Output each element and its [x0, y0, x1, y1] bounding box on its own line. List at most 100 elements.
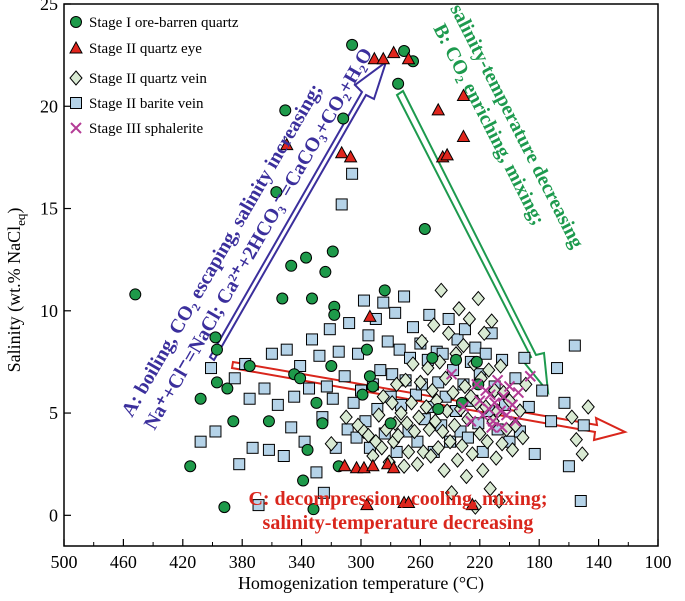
- data-point-square: [398, 290, 411, 303]
- data-point-triangle: [465, 497, 480, 511]
- data-point-circle: [184, 460, 197, 473]
- data-point-triangle: [343, 149, 358, 163]
- annotation-c-line1: C: decompression, cooling, mixing;: [248, 488, 547, 510]
- legend-marker-quartz-vein: [69, 70, 83, 86]
- y-tick-label: 10: [40, 301, 58, 321]
- data-point-x: [457, 401, 470, 413]
- x-tick-label: 500: [51, 552, 78, 572]
- data-point-circle: [398, 45, 411, 58]
- data-point-diamond: [391, 427, 405, 444]
- data-point-circle: [243, 360, 256, 373]
- data-point-square: [338, 370, 351, 383]
- data-point-square: [271, 398, 284, 411]
- data-point-square: [320, 380, 333, 393]
- data-point-circle: [279, 104, 292, 117]
- data-point-square: [332, 345, 345, 358]
- data-point-x: [497, 390, 510, 403]
- data-point-square: [381, 335, 394, 348]
- data-point-diamond: [339, 409, 353, 425]
- data-point-diamond: [422, 421, 436, 438]
- data-point-diamond: [444, 485, 459, 501]
- data-point-circle: [418, 222, 431, 235]
- data-point-square: [461, 431, 474, 444]
- data-point-diamond: [508, 417, 523, 434]
- y-tick-label: 5: [49, 403, 58, 423]
- legend-item-quartz-vein: Stage II quartz vein: [89, 71, 207, 87]
- data-point-diamond: [480, 433, 494, 450]
- data-point-circle: [319, 265, 332, 278]
- data-point-diamond: [397, 458, 411, 475]
- data-point-x: [485, 421, 498, 434]
- data-point-diamond: [436, 423, 450, 440]
- data-point-square: [258, 382, 271, 395]
- data-point-diamond: [447, 417, 462, 434]
- data-point-circle: [426, 351, 439, 364]
- x-tick-label: 420: [169, 552, 196, 572]
- data-point-circle: [262, 415, 275, 428]
- x-tick-label: 340: [288, 552, 315, 572]
- data-point-diamond: [581, 399, 595, 415]
- data-point-circle: [294, 372, 307, 385]
- data-point-x: [496, 421, 508, 434]
- data-point-square: [265, 347, 278, 360]
- data-point-circle: [227, 415, 240, 428]
- data-point-square: [377, 296, 390, 309]
- y-axis-title-sub: eq: [13, 213, 28, 226]
- data-point-square: [386, 368, 399, 381]
- data-point-square: [458, 323, 471, 336]
- data-point-diamond: [473, 425, 487, 442]
- data-point-square: [243, 392, 256, 405]
- data-point-diamond: [394, 405, 408, 421]
- data-point-square: [228, 372, 241, 385]
- data-point-square: [343, 317, 356, 330]
- data-point-diamond: [361, 427, 376, 444]
- legend-marker-sphalerite: [70, 122, 82, 134]
- data-point-diamond: [398, 372, 413, 389]
- data-point-square: [303, 382, 316, 395]
- data-point-triangle: [337, 458, 352, 472]
- data-point-circle: [346, 38, 359, 51]
- data-point-circle: [209, 331, 222, 344]
- data-point-square: [246, 441, 259, 454]
- legend-marker-quartz-eye: [69, 40, 83, 54]
- data-point-square: [374, 364, 387, 377]
- data-point-diamond: [372, 407, 386, 423]
- data-point-triangle: [363, 309, 377, 322]
- data-point-square: [545, 415, 558, 428]
- data-point-circle: [363, 370, 376, 383]
- data-point-diamond: [428, 413, 442, 430]
- x-axis-title: Homogenization temperature (°C): [238, 573, 484, 594]
- y-tick-label: 25: [40, 0, 58, 14]
- data-point-diamond: [443, 433, 457, 450]
- data-point-circle: [218, 501, 231, 514]
- data-point-square: [568, 339, 581, 352]
- data-point-diamond: [421, 360, 435, 376]
- data-point-x: [491, 374, 504, 387]
- data-point-diamond: [485, 313, 499, 329]
- data-point-diamond: [404, 395, 419, 411]
- data-point-square: [209, 425, 222, 438]
- data-point-square: [233, 458, 246, 471]
- data-point-diamond: [459, 468, 474, 485]
- data-point-diamond: [419, 399, 433, 415]
- data-point-x: [474, 395, 486, 407]
- annotation-c-line2: salinity-temperature decreasing: [263, 512, 534, 534]
- data-point-x: [506, 399, 519, 411]
- data-point-diamond: [406, 356, 420, 372]
- data-point-square: [509, 372, 522, 385]
- legend-marker-stage1: [70, 16, 82, 28]
- data-point-diamond: [483, 480, 497, 497]
- x-axis: 500 460 420 380 340 300 260 220 180 140 100: [51, 539, 672, 572]
- data-point-square: [323, 323, 336, 336]
- data-point-circle: [316, 417, 329, 430]
- data-point-diamond: [489, 450, 503, 466]
- data-point-x: [445, 368, 458, 380]
- data-point-diamond: [492, 493, 506, 509]
- data-point-circle: [210, 376, 223, 389]
- data-point-diamond: [434, 282, 448, 299]
- data-point-x: [465, 415, 477, 427]
- data-point-square: [562, 460, 575, 473]
- data-point-square: [479, 347, 492, 360]
- data-point-square: [362, 329, 375, 342]
